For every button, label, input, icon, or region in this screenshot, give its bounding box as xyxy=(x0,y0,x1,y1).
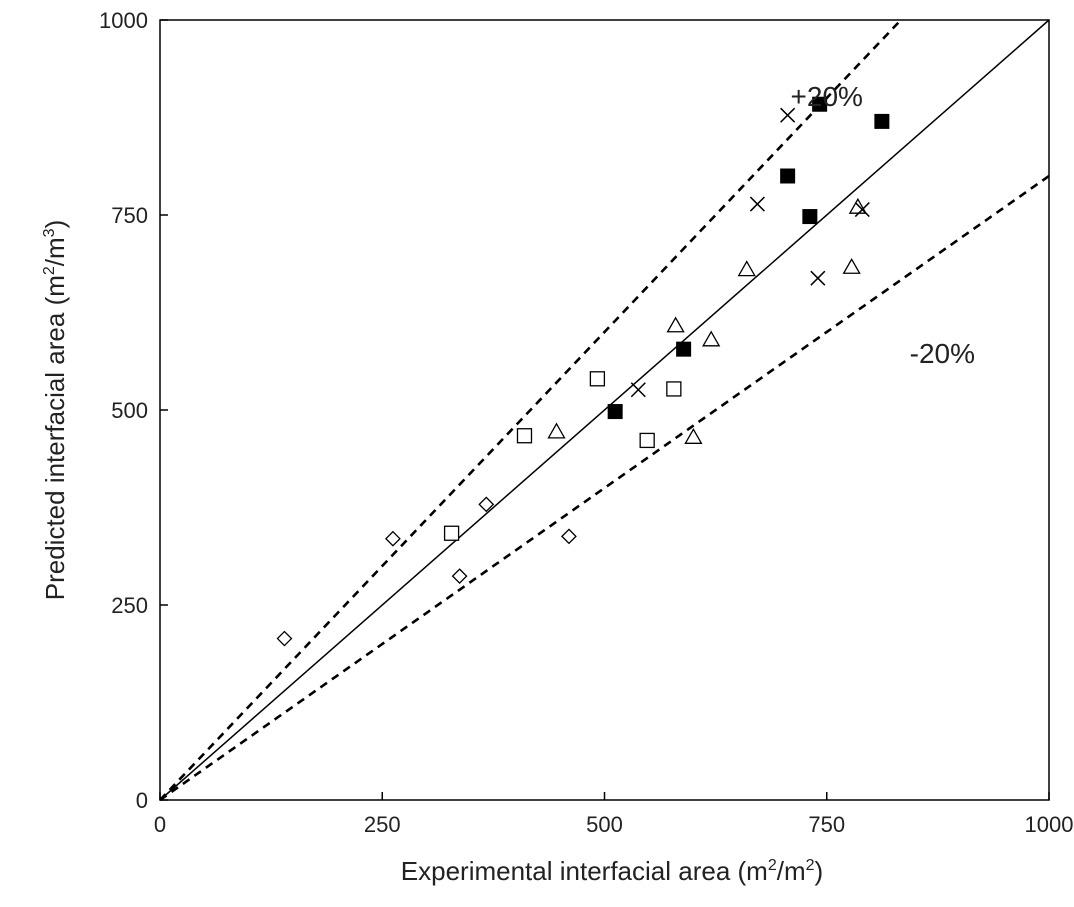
point-triangle-open-3 xyxy=(702,330,721,347)
x-tick-label-2: 500 xyxy=(586,812,623,837)
point-triangle-open-1 xyxy=(666,316,685,333)
point-square-open-0 xyxy=(443,525,460,541)
point-cross-3 xyxy=(810,270,826,286)
point-square-filled-0 xyxy=(607,404,623,420)
x-tick-label-3: 750 xyxy=(808,812,845,837)
y-tick-label-1: 250 xyxy=(111,593,148,618)
x-axis-title-prefix: Experimental interfacial area (m xyxy=(401,856,768,886)
x-axis-title-mid: /m xyxy=(777,856,806,886)
point-square-filled-5 xyxy=(874,113,890,129)
y-axis-title-sup2: 3 xyxy=(41,228,58,237)
point-cross-0 xyxy=(630,382,646,398)
reference-line-2 xyxy=(159,174,1050,802)
point-square-open-4 xyxy=(666,381,682,397)
x-axis-title-sup2: 2 xyxy=(806,857,815,874)
x-tick-label-4: 1000 xyxy=(1025,812,1074,837)
x-tick-label-0: 0 xyxy=(154,812,166,837)
data-points xyxy=(276,96,890,647)
x-axis-title-sup1: 2 xyxy=(768,857,777,874)
point-triangle-open-2 xyxy=(684,427,703,444)
y-tick-label-3: 750 xyxy=(111,203,148,228)
point-diamond-open-2 xyxy=(451,568,468,585)
y-tick-label-0: 0 xyxy=(136,788,148,813)
x-axis-title: Experimental interfacial area (m2/m2) xyxy=(401,856,823,886)
point-triangle-open-4 xyxy=(737,260,756,277)
y-tick-label-4: 1000 xyxy=(99,8,148,33)
point-diamond-open-4 xyxy=(561,528,577,545)
y-axis-title: Predicted interfacial area (m2/m3) xyxy=(40,220,70,601)
y-tick-label-2: 500 xyxy=(111,398,148,423)
point-square-filled-2 xyxy=(780,168,796,184)
point-cross-1 xyxy=(749,196,765,212)
point-square-filled-3 xyxy=(802,209,818,225)
point-square-filled-4 xyxy=(812,96,828,112)
point-triangle-open-0 xyxy=(547,422,566,439)
band-label-0: +20% xyxy=(791,81,863,112)
point-diamond-open-3 xyxy=(478,496,495,513)
band-label-2: -20% xyxy=(910,338,975,369)
point-square-open-2 xyxy=(589,371,606,387)
y-axis-title-sup1: 2 xyxy=(41,266,58,275)
y-axis-ticks: 0 250 500 750 1000 xyxy=(99,8,168,813)
y-axis-title-suffix: ) xyxy=(40,220,70,229)
point-square-filled-1 xyxy=(676,341,692,357)
y-axis-title-mid: /m xyxy=(40,237,70,266)
reference-line-0 xyxy=(159,19,902,801)
point-cross-4 xyxy=(854,202,870,218)
point-triangle-open-5 xyxy=(842,257,861,274)
reference-line-1 xyxy=(159,19,1050,801)
point-square-open-1 xyxy=(516,428,533,444)
point-square-open-3 xyxy=(639,432,655,449)
x-axis-ticks: 0 250 500 750 1000 xyxy=(154,792,1074,837)
point-diamond-open-0 xyxy=(276,630,293,647)
x-tick-label-1: 250 xyxy=(364,812,401,837)
y-axis-title-prefix: Predicted interfacial area (m xyxy=(40,275,70,600)
point-cross-2 xyxy=(780,107,796,123)
reference-lines xyxy=(159,19,1050,802)
x-axis-title-suffix: ) xyxy=(815,856,824,886)
point-diamond-open-1 xyxy=(384,530,401,547)
band-labels: +20% -20% xyxy=(791,81,975,369)
